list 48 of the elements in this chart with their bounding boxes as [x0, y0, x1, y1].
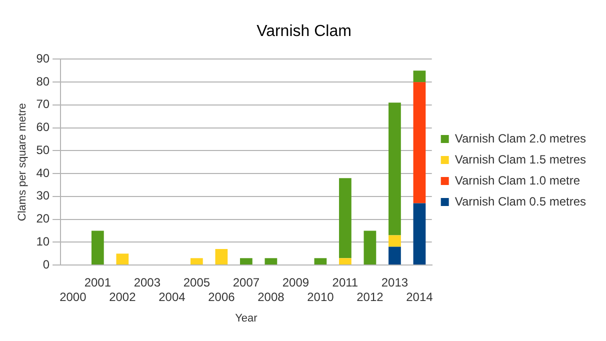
- bar: [339, 258, 352, 264]
- y-tick-label: 20: [36, 212, 50, 226]
- bar: [339, 178, 352, 258]
- y-tick-label: 60: [36, 120, 50, 134]
- x-tick-label: 2011: [332, 276, 358, 290]
- y-tick-label: 70: [36, 97, 50, 112]
- x-tick-label: 2003: [134, 276, 161, 290]
- bar: [413, 203, 426, 264]
- legend-label: Varnish Clam 2.0 metres: [454, 131, 586, 146]
- bar: [388, 235, 401, 247]
- x-tick-label: 2006: [208, 290, 236, 304]
- bar: [116, 254, 129, 264]
- x-tick-label: 2005: [183, 276, 210, 290]
- x-tick-label: 2007: [232, 276, 260, 290]
- bar: [364, 230, 376, 264]
- bar: [215, 248, 228, 264]
- legend-label: Varnish Clam 1.5 metres: [454, 152, 586, 166]
- x-tick-label: 2008: [258, 290, 285, 304]
- x-tick-label: 2001: [84, 276, 112, 290]
- x-tick-label: 2004: [158, 290, 186, 304]
- bar: [413, 82, 426, 204]
- y-tick-label: 0: [42, 257, 50, 272]
- y-axis-title: Clams per square metre: [16, 103, 29, 222]
- x-tick-label: 2002: [109, 290, 136, 304]
- chart-title: Varnish Clam: [256, 23, 352, 40]
- y-tick-label: 90: [36, 52, 50, 66]
- bar: [190, 258, 203, 264]
- bar: [388, 102, 401, 236]
- bar: [240, 258, 252, 264]
- x-tick-label: 2013: [381, 276, 408, 290]
- x-tick-label: 2014: [406, 290, 434, 304]
- legend-label: Varnish Clam 1.0 metre: [454, 173, 580, 188]
- y-tick-label: 50: [36, 142, 50, 157]
- y-tick-label: 30: [36, 188, 50, 203]
- x-tick-label: 2009: [282, 276, 310, 290]
- y-tick-label: 80: [36, 74, 50, 88]
- bar: [314, 258, 327, 264]
- y-tick-label: 40: [36, 166, 50, 180]
- bar: [91, 230, 104, 264]
- x-tick-label: 2010: [307, 290, 334, 304]
- x-tick-label: 2012: [356, 290, 384, 304]
- x-axis-title: Year: [235, 312, 258, 324]
- bar: [264, 258, 278, 264]
- x-tick-label: 2000: [60, 290, 87, 304]
- legend-label: Varnish Clam 0.5 metres: [454, 194, 586, 208]
- bar: [388, 246, 401, 264]
- y-tick-label: 10: [36, 234, 50, 248]
- bar: [413, 70, 426, 82]
